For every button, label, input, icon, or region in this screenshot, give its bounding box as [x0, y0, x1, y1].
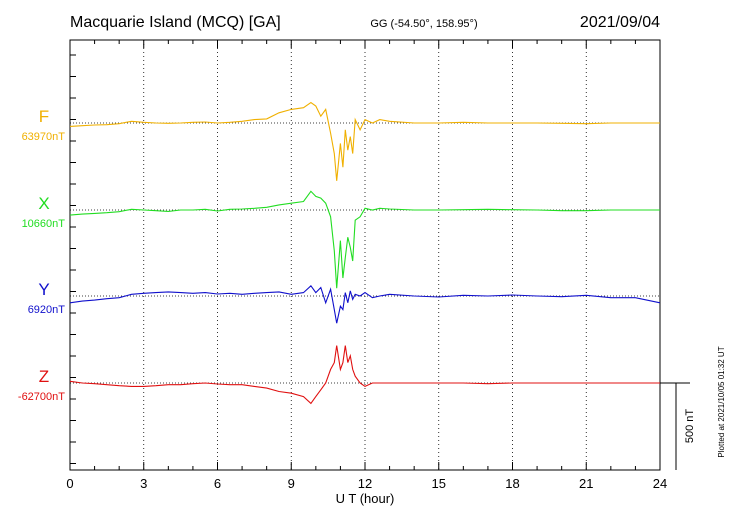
series-name-z: Z — [39, 367, 49, 386]
series-line-z — [69, 345, 660, 405]
x-axis-ticks: 0 3 6 9 12 15 18 21 24 — [66, 40, 667, 491]
series-f: F 63970nT — [22, 101, 660, 181]
series-x: X 10660nT — [22, 190, 660, 289]
plot-date: 2021/09/04 — [580, 14, 660, 31]
scale-bar: 500 nT — [660, 382, 696, 470]
series-line-y — [69, 284, 661, 324]
series-baseline-x: 10660nT — [22, 218, 66, 230]
station-title: Macquarie Island (MCQ) [GA] — [70, 14, 281, 31]
series-name-x: X — [38, 194, 49, 213]
series-name-y: Y — [38, 280, 49, 299]
grid — [143, 40, 587, 470]
x-tick-label: 0 — [66, 476, 73, 491]
series-z: Z -62700nT — [18, 345, 660, 405]
x-tick-label: 24 — [653, 476, 667, 491]
x-tick-label: 21 — [579, 476, 593, 491]
x-tick-label: 6 — [214, 476, 221, 491]
series-baseline-y: 6920nT — [28, 304, 66, 316]
series-baseline-f: 63970nT — [22, 131, 66, 143]
x-tick-label: 3 — [140, 476, 147, 491]
x-tick-label: 15 — [432, 476, 446, 491]
x-tick-label: 9 — [288, 476, 295, 491]
series-baseline-z: -62700nT — [18, 391, 65, 403]
scale-bar-label: 500 nT — [684, 409, 696, 444]
series-line-f — [69, 101, 660, 181]
series-line-x — [69, 190, 660, 289]
series-group: F 63970nT X 10660nT Y 6920nT Z -62700nT — [18, 101, 661, 405]
series-y: Y 6920nT — [28, 280, 661, 324]
station-coords: GG (-54.50°, 158.95°) — [370, 18, 477, 30]
x-tick-label: 12 — [358, 476, 372, 491]
series-name-f: F — [39, 107, 49, 126]
x-axis-label: U T (hour) — [336, 491, 395, 506]
plotted-timestamp: Plotted at 2021/10/05 01:32 UT — [717, 346, 726, 457]
x-tick-label: 18 — [505, 476, 519, 491]
